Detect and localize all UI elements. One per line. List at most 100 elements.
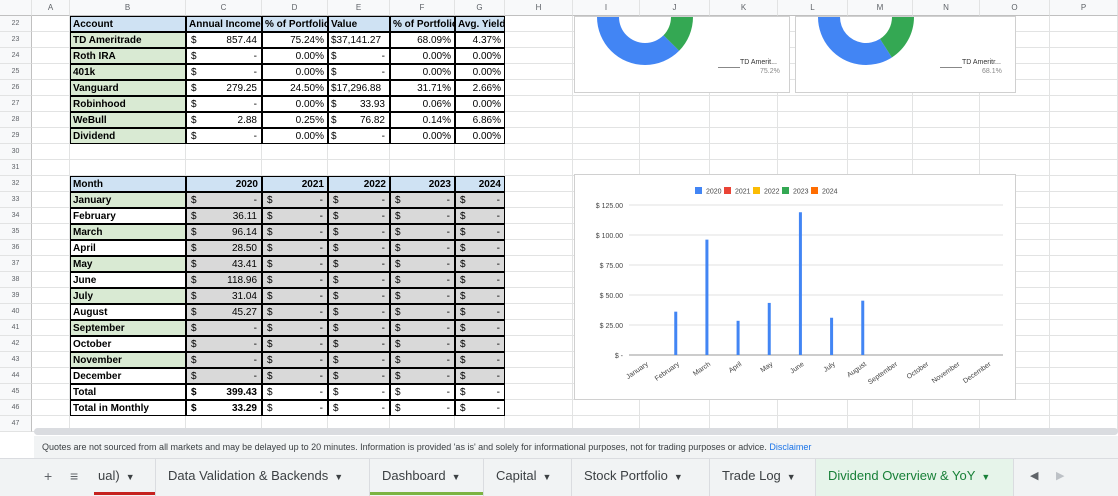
dividend-year-cell[interactable]: $ -	[390, 304, 455, 320]
dividend-2020-cell[interactable]: $31.04	[186, 288, 262, 304]
dividend-year-cell[interactable]: $ -	[328, 336, 390, 352]
dividend-year-cell[interactable]: $ -	[390, 320, 455, 336]
income-portfolio-pct[interactable]: 0.00%	[262, 64, 328, 80]
dividend-year-cell[interactable]: $ -	[390, 384, 455, 400]
row-header[interactable]: 36	[0, 240, 32, 256]
dividend-year-cell[interactable]: $ -	[328, 368, 390, 384]
dividend-2020-cell[interactable]: $118.96	[186, 272, 262, 288]
income-portfolio-pct[interactable]: 0.00%	[262, 48, 328, 64]
dividend-year-cell[interactable]: $ -	[390, 272, 455, 288]
column-header[interactable]: E	[328, 0, 390, 16]
avg-yield[interactable]: 0.00%	[455, 96, 505, 112]
dividend-year-cell[interactable]: $ -	[262, 336, 328, 352]
dividend-2020-cell[interactable]: $43.41	[186, 256, 262, 272]
dividend-year-cell[interactable]: $ -	[455, 304, 505, 320]
value-portfolio-pct[interactable]: 0.00%	[390, 64, 455, 80]
annual-income-cell[interactable]: $ -	[186, 96, 262, 112]
dividend-year-cell[interactable]: $ -	[390, 368, 455, 384]
dividend-year-cell[interactable]: $ -	[262, 368, 328, 384]
value-portfolio-pct[interactable]: 68.09%	[390, 32, 455, 48]
dividend-year-cell[interactable]: $ -	[262, 304, 328, 320]
dividend-year-cell[interactable]: $ -	[262, 240, 328, 256]
monthly-dividend-chart[interactable]: $ 125.00 $ 100.00 $ 75.00 $ 50.00 $ 25.00 $ -…	[574, 174, 1016, 400]
column-header[interactable]: F	[390, 0, 455, 16]
sheet-tab-trade-log[interactable]: Trade Log ▼	[710, 459, 816, 496]
dividend-year-cell[interactable]: $ -	[390, 224, 455, 240]
dividend-year-cell[interactable]: $ -	[390, 352, 455, 368]
column-header[interactable]: M	[848, 0, 913, 16]
row-header[interactable]: 35	[0, 224, 32, 240]
all-sheets-menu-icon[interactable]: ≡	[70, 468, 79, 484]
row-header[interactable]: 23	[0, 32, 32, 48]
value-portfolio-pct[interactable]: 0.00%	[390, 128, 455, 144]
dividend-2020-cell[interactable]: $ -	[186, 336, 262, 352]
dividend-year-cell[interactable]: $ -	[390, 336, 455, 352]
row-header[interactable]: 25	[0, 64, 32, 80]
dividend-year-cell[interactable]: $ -	[455, 368, 505, 384]
dividend-2020-cell[interactable]: $ -	[186, 320, 262, 336]
chevron-down-icon[interactable]: ▼	[981, 472, 991, 482]
chevron-down-icon[interactable]: ▼	[451, 472, 461, 482]
row-header[interactable]: 31	[0, 160, 32, 176]
dividend-year-cell[interactable]: $ -	[262, 272, 328, 288]
dividend-year-cell[interactable]: $ -	[262, 192, 328, 208]
dividend-year-cell[interactable]: $ -	[262, 288, 328, 304]
bar-2020-august[interactable]	[861, 300, 865, 355]
pie-chart[interactable]: TD Amerit... 75.2%	[574, 0, 790, 93]
select-all-corner[interactable]	[0, 0, 32, 16]
dividend-year-cell[interactable]: $ -	[455, 256, 505, 272]
dividend-year-cell[interactable]: $ -	[328, 256, 390, 272]
dividend-year-cell[interactable]: $ -	[390, 192, 455, 208]
column-header[interactable]: G	[455, 0, 505, 16]
column-header[interactable]: N	[913, 0, 980, 16]
bar-2020-april[interactable]	[736, 320, 740, 355]
scroll-tabs-left-icon[interactable]: ◀	[1030, 470, 1039, 482]
dividend-year-cell[interactable]: $ -	[262, 224, 328, 240]
sheet-tab-ual[interactable]: ual) ▼	[94, 459, 156, 496]
avg-yield[interactable]: 2.66%	[455, 80, 505, 96]
row-header[interactable]: 38	[0, 272, 32, 288]
dividend-year-cell[interactable]: $ -	[262, 384, 328, 400]
horizontal-scrollbar[interactable]	[34, 428, 1118, 435]
row-header[interactable]: 33	[0, 192, 32, 208]
dividend-year-cell[interactable]: $ -	[262, 256, 328, 272]
dividend-2020-cell[interactable]: $45.27	[186, 304, 262, 320]
income-portfolio-pct[interactable]: 75.24%	[262, 32, 328, 48]
legend-label[interactable]: 2023	[793, 189, 809, 196]
value-cell[interactable]: $17,296.88	[328, 80, 390, 96]
dividend-year-cell[interactable]: $ -	[262, 400, 328, 416]
dividend-year-cell[interactable]: $ -	[455, 208, 505, 224]
dividend-year-cell[interactable]: $ -	[328, 352, 390, 368]
row-header[interactable]: 29	[0, 128, 32, 144]
value-portfolio-pct[interactable]: 0.14%	[390, 112, 455, 128]
income-portfolio-pct[interactable]: 0.25%	[262, 112, 328, 128]
annual-income-cell[interactable]: $2.88	[186, 112, 262, 128]
dividend-2020-cell[interactable]: $ -	[186, 192, 262, 208]
chevron-down-icon[interactable]: ▼	[786, 472, 796, 482]
column-header[interactable]: A	[32, 0, 70, 16]
row-header[interactable]: 24	[0, 48, 32, 64]
dividend-year-cell[interactable]: $ -	[455, 320, 505, 336]
column-header[interactable]: B	[70, 0, 186, 16]
column-header[interactable]: H	[505, 0, 573, 16]
chevron-down-icon[interactable]: ▼	[673, 472, 683, 482]
column-header[interactable]: O	[980, 0, 1050, 16]
dividend-year-cell[interactable]: $ -	[455, 224, 505, 240]
dividend-year-cell[interactable]: $ -	[262, 208, 328, 224]
chevron-down-icon[interactable]: ▼	[125, 472, 135, 482]
value-portfolio-pct[interactable]: 31.71%	[390, 80, 455, 96]
column-header[interactable]: P	[1050, 0, 1118, 16]
value-cell[interactable]: $37,141.27	[328, 32, 390, 48]
dividend-year-cell[interactable]: $ -	[328, 320, 390, 336]
dividend-year-cell[interactable]: $ -	[328, 272, 390, 288]
avg-yield[interactable]: 0.00%	[455, 128, 505, 144]
dividend-2020-cell[interactable]: $33.29	[186, 400, 262, 416]
row-header[interactable]: 44	[0, 368, 32, 384]
avg-yield[interactable]: 4.37%	[455, 32, 505, 48]
value-cell[interactable]: $ -	[328, 128, 390, 144]
dividend-year-cell[interactable]: $ -	[328, 192, 390, 208]
value-cell[interactable]: $ -	[328, 48, 390, 64]
column-header[interactable]: L	[778, 0, 848, 16]
value-cell[interactable]: $76.82	[328, 112, 390, 128]
dividend-year-cell[interactable]: $ -	[455, 192, 505, 208]
